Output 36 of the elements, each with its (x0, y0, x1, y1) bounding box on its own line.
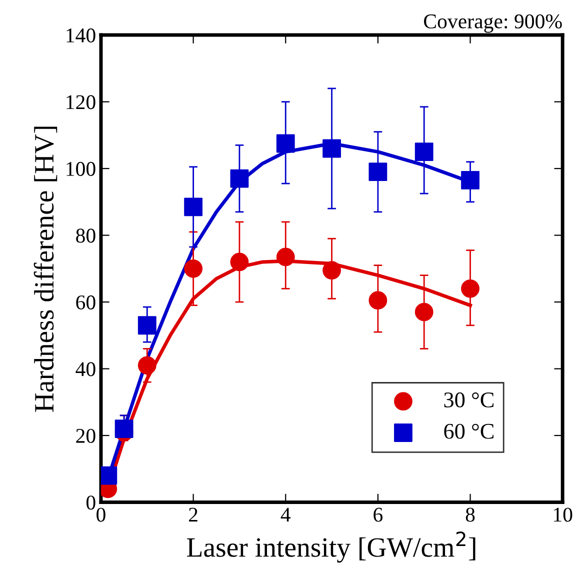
y-axis-title: Hardness difference [HV] (34, 126, 58, 412)
x-tick-label: 10 (554, 508, 572, 522)
point (368, 291, 388, 310)
text: Coverage: 900% (424, 14, 562, 33)
point (114, 420, 134, 438)
y-tick-label: 100 (66, 162, 96, 176)
point (414, 302, 434, 322)
y-tick-label: 20 (76, 428, 96, 443)
x-tick-label: 8 (466, 508, 475, 522)
point (184, 259, 202, 278)
point (276, 134, 295, 153)
point (414, 142, 434, 162)
point (461, 171, 480, 190)
point (138, 316, 156, 335)
y-tick-label: 120 (66, 95, 96, 110)
x-axis-title: Laser intensity [GW/cm$^{2}$] (187, 532, 476, 563)
x-tick-label: 4 (280, 508, 290, 522)
x-tick-label: 6 (374, 508, 383, 522)
point (368, 162, 388, 182)
point (322, 139, 341, 158)
legend-label: 60 °C (444, 424, 494, 439)
y-tick-label: 0 (86, 496, 96, 510)
legend-label: 30 °C (444, 392, 494, 408)
point (230, 169, 249, 188)
y-tick-label: 40 (76, 362, 96, 376)
y-tick-label: 60 (76, 295, 96, 310)
y-tick-label: 140 (66, 28, 96, 42)
x-tick-label: 2 (189, 508, 198, 522)
y-tick-label: 80 (76, 228, 96, 243)
point (138, 356, 156, 375)
point (230, 252, 249, 272)
x-tick-label: 0 (96, 508, 106, 522)
point (461, 279, 480, 298)
point (322, 261, 341, 280)
point (184, 198, 202, 216)
point (276, 248, 295, 266)
